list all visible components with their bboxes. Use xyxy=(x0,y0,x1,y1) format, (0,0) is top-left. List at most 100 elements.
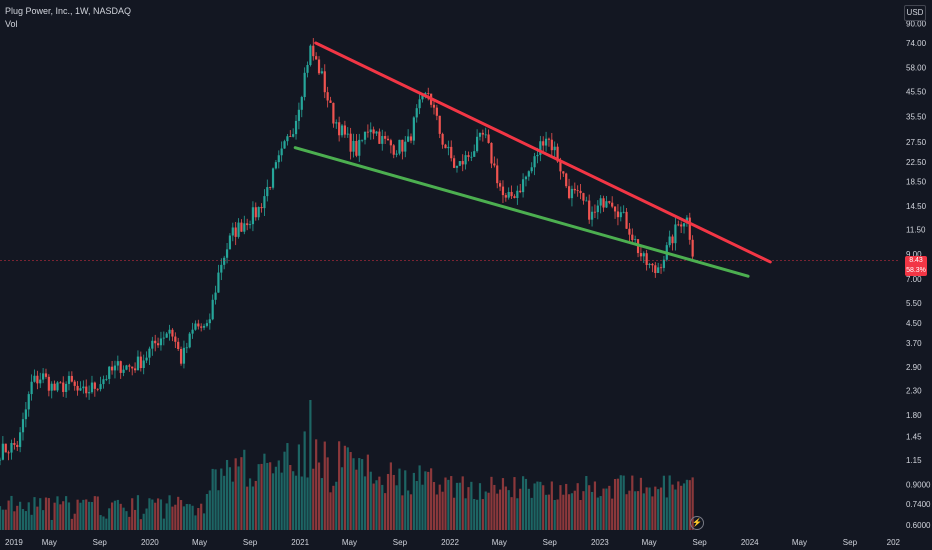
candle xyxy=(478,132,482,141)
price-axis[interactable]: 90.00 74.00 58.00 45.50 35.50 27.50 22.50 18.50… xyxy=(906,19,931,529)
candle xyxy=(450,140,453,162)
candle-body xyxy=(542,141,545,146)
candle xyxy=(231,222,234,242)
candle-body xyxy=(435,107,438,116)
candle-body xyxy=(674,224,677,244)
volume-bar xyxy=(639,477,643,530)
volume-bar xyxy=(389,462,392,530)
volume-bar xyxy=(197,508,200,530)
candle-body xyxy=(27,394,30,410)
lightning-bolt-icon[interactable]: ⚡ xyxy=(690,516,704,530)
candle-body xyxy=(473,151,476,157)
candle xyxy=(119,360,122,379)
candle-body xyxy=(214,292,217,300)
candle-body xyxy=(62,382,65,392)
volume-bar xyxy=(185,503,188,530)
symbol-title[interactable]: Plug Power, Inc., 1W, NASDAQ xyxy=(5,6,132,16)
candle-body xyxy=(24,409,27,420)
candle-body xyxy=(688,217,691,240)
candle xyxy=(596,200,599,220)
candle xyxy=(182,340,186,369)
candle-body xyxy=(246,223,249,226)
candle xyxy=(47,374,50,397)
support-trendline[interactable] xyxy=(293,146,750,278)
candle xyxy=(214,285,217,305)
candle-body xyxy=(576,190,579,192)
candle xyxy=(470,151,473,162)
candle-body xyxy=(389,140,392,146)
candle xyxy=(156,337,160,348)
candle xyxy=(148,346,151,365)
y-tick-label: 5.50 xyxy=(906,299,922,308)
volume-bar xyxy=(214,469,217,530)
candle xyxy=(613,206,617,219)
volume-bar xyxy=(565,483,568,530)
candle-body xyxy=(79,388,82,391)
candle-body xyxy=(599,198,602,206)
volume-bar xyxy=(616,478,620,530)
volume-bars xyxy=(0,400,694,530)
candle-body xyxy=(200,326,203,328)
candle-body xyxy=(490,142,493,164)
volume-bar xyxy=(156,498,160,530)
candle xyxy=(524,175,528,187)
candle xyxy=(131,366,134,376)
time-axis[interactable]: 2019 May Sep 2020 May Sep 2021 May Sep 2022 May Sep… xyxy=(5,538,901,547)
candle-body xyxy=(458,161,461,166)
volume-bar xyxy=(398,468,401,530)
candle xyxy=(332,102,335,128)
candle xyxy=(323,64,326,99)
candle xyxy=(251,201,255,232)
volume-bar xyxy=(590,491,594,530)
candle xyxy=(363,131,367,145)
candle xyxy=(110,361,114,375)
candle xyxy=(475,129,479,153)
candle xyxy=(338,116,341,142)
candle-body xyxy=(294,120,298,135)
volume-bar xyxy=(70,518,73,530)
y-tick-label: 1.80 xyxy=(906,411,922,420)
candle-body xyxy=(424,93,427,96)
candle xyxy=(447,140,450,156)
candle-body xyxy=(381,136,384,144)
candle xyxy=(654,262,657,278)
volume-indicator-label[interactable]: Vol xyxy=(5,19,18,29)
volume-bar xyxy=(13,511,16,530)
candle xyxy=(269,186,272,191)
candle-body xyxy=(7,452,10,454)
currency-button[interactable]: USD xyxy=(904,5,926,21)
volume-bar xyxy=(251,486,255,530)
candle-body xyxy=(642,253,645,257)
candle-body xyxy=(19,432,22,447)
resistance-trendline[interactable] xyxy=(314,41,772,264)
candle-body xyxy=(50,383,53,391)
candle-body xyxy=(248,224,252,226)
candle xyxy=(56,381,59,393)
volume-bar xyxy=(110,502,114,530)
candle xyxy=(168,324,171,341)
x-tick-label: 2020 xyxy=(141,538,159,547)
volume-bar xyxy=(99,515,102,530)
candle-body xyxy=(654,265,657,273)
x-tick-label: Sep xyxy=(693,538,708,547)
volume-bar xyxy=(323,441,326,530)
candle-body xyxy=(67,375,71,384)
volume-bar xyxy=(516,498,519,530)
candle-body xyxy=(315,56,318,60)
candle-body xyxy=(590,211,594,220)
candle xyxy=(223,255,226,270)
volume-bar xyxy=(668,475,671,530)
volume-bar xyxy=(473,498,476,530)
candle xyxy=(162,331,165,346)
volume-bar xyxy=(85,499,88,530)
candle xyxy=(501,180,505,204)
volume-bar xyxy=(498,489,502,530)
candle xyxy=(274,159,278,170)
volume-bar xyxy=(62,501,65,530)
volume-bar xyxy=(562,494,565,530)
volume-bar xyxy=(421,484,424,530)
volume-bar xyxy=(496,493,499,530)
volume-bar xyxy=(90,502,94,530)
candle-body xyxy=(56,382,59,391)
